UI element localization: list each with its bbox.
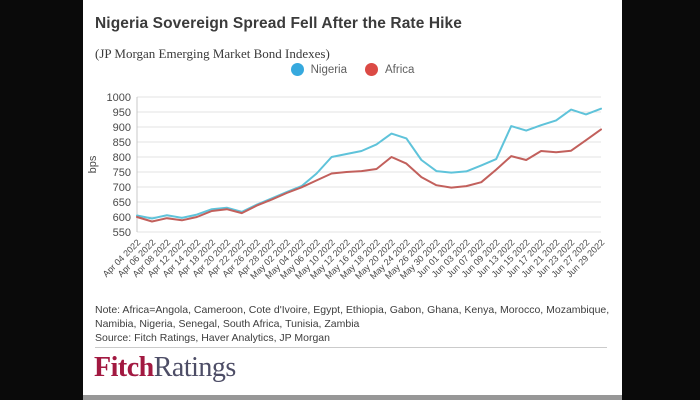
svg-text:950: 950	[113, 107, 131, 119]
chart-card: Nigeria Sovereign Spread Fell After the …	[83, 0, 622, 400]
svg-text:bps: bps	[87, 155, 99, 173]
letterbox-left	[0, 0, 83, 400]
legend-item-africa: Africa	[365, 63, 414, 76]
chart-source: Source: Fitch Ratings, Haver Analytics, …	[95, 332, 330, 344]
svg-text:850: 850	[113, 137, 131, 149]
footer-divider	[95, 347, 607, 348]
fitch-ratings-logo: FitchRatings	[94, 352, 236, 384]
legend-label-nigeria: Nigeria	[310, 63, 348, 76]
svg-text:700: 700	[113, 182, 131, 194]
chart-subtitle: (JP Morgan Emerging Market Bond Indexes)	[95, 46, 330, 61]
bottom-strip	[83, 395, 622, 400]
svg-text:550: 550	[113, 227, 131, 239]
logo-ratings-text: Ratings	[153, 352, 237, 383]
chart-footnote: Note: Africa=Angola, Cameroon, Cote d'Iv…	[95, 304, 610, 330]
chart-legend: Nigeria Africa	[83, 63, 622, 76]
page-title: Nigeria Sovereign Spread Fell After the …	[95, 15, 462, 32]
africa-series-dot-icon	[365, 63, 379, 76]
svg-text:1000: 1000	[107, 92, 131, 104]
logo-fitch-text: Fitch	[94, 352, 154, 383]
svg-text:750: 750	[113, 167, 131, 179]
svg-text:600: 600	[113, 212, 131, 224]
svg-text:650: 650	[113, 197, 131, 209]
legend-label-africa: Africa	[385, 63, 415, 76]
legend-item-nigeria: Nigeria	[290, 63, 348, 76]
svg-text:900: 900	[113, 122, 131, 134]
nigeria-series-dot-icon	[290, 63, 304, 76]
letterbox-right	[622, 0, 700, 400]
svg-text:800: 800	[113, 152, 131, 164]
